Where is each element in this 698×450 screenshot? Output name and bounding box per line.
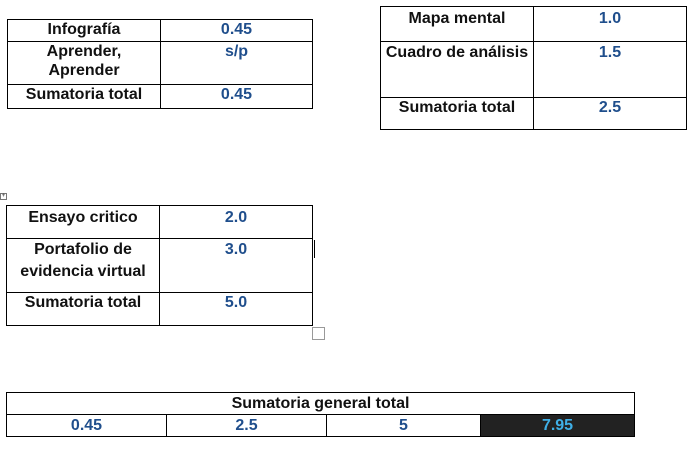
subtotal-value: 0.45 [6,414,167,437]
activity-score: 1.0 [533,6,687,42]
activity-label: Infografía [7,19,161,42]
activity-label: Cuadro de análisis [380,41,534,98]
activity-score: 3.0 [159,238,313,293]
activity-score: 0.45 [160,19,313,42]
table-resize-handle-icon[interactable] [312,327,325,340]
activity-score: 1.5 [533,41,687,98]
table-row: Sumatoria total 2.5 [380,97,687,130]
activities-table-3: Ensayo critico 2.0 Portafolio de evidenc… [6,205,313,326]
activity-label: Aprender, Aprender [7,41,161,85]
activities-table-2: Mapa mental 1.0 Cuadro de análisis 1.5 S… [380,6,687,130]
table-row: Infografía 0.45 [7,19,313,42]
subtotal-label: Sumatoria total [6,292,160,326]
grand-total-table: Sumatoria general total 0.45 2.5 5 7.95 [5,392,636,437]
activity-score: 2.0 [159,205,313,239]
table-row: Portafolio de evidencia virtual 3.0 [6,238,313,293]
text-cursor [314,240,315,258]
subtotal-label: Sumatoria total [7,84,161,109]
subtotal-value: 0.45 [160,84,313,109]
subtotal-value: 2.5 [533,97,687,130]
subtotal-value: 5.0 [159,292,313,326]
subtotal-value: 5 [326,414,481,437]
table-row: Sumatoria general total [5,392,636,415]
activity-label: Mapa mental [380,6,534,42]
table-row: Ensayo critico 2.0 [6,205,313,239]
grand-total-value: 7.95 [479,414,636,437]
table-row: 0.45 2.5 5 7.95 [6,414,636,437]
table-move-handle-icon[interactable]: + [0,193,7,200]
subtotal-label: Sumatoria total [380,97,534,130]
table-row: Sumatoria total 5.0 [6,292,313,326]
table-row: Aprender, Aprender s/p [7,41,313,85]
table-row: Mapa mental 1.0 [380,6,687,42]
activity-label: Portafolio de evidencia virtual [6,238,160,293]
table-row: Sumatoria total 0.45 [7,84,313,109]
subtotal-value: 2.5 [166,414,327,437]
activity-label: Ensayo critico [6,205,160,239]
activity-score: s/p [160,41,313,85]
grand-total-header: Sumatoria general total [5,392,636,415]
activities-table-1: Infografía 0.45 Aprender, Aprender s/p S… [7,19,313,109]
table-row: Cuadro de análisis 1.5 [380,41,687,98]
